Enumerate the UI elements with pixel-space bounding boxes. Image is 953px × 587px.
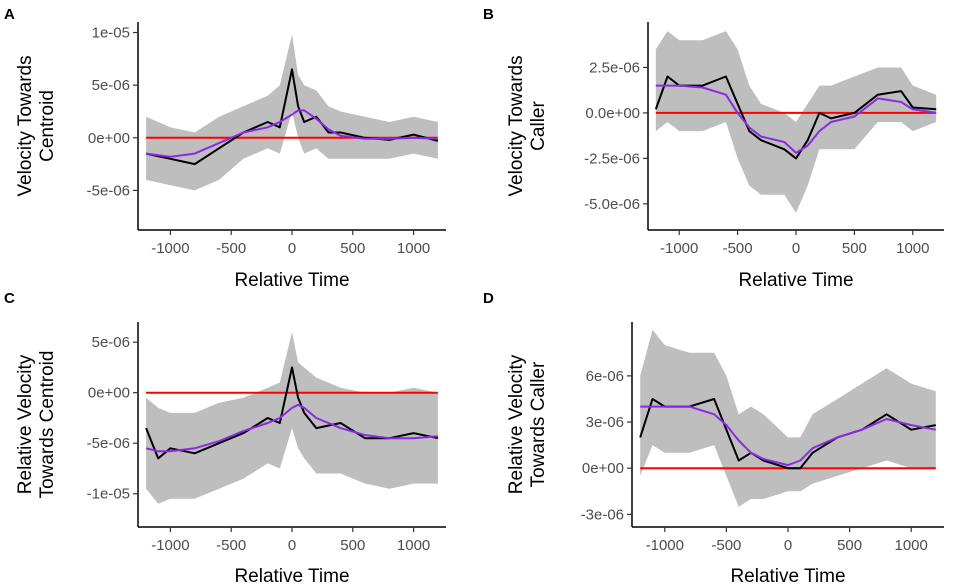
- x-tick-label: -500: [216, 537, 246, 554]
- x-axis-title: Relative Time: [730, 566, 845, 587]
- y-tick-label: 3e-06: [586, 414, 624, 431]
- x-tick-label: 0: [792, 240, 800, 257]
- x-tick-label: -500: [723, 240, 753, 257]
- y-axis-title: Relative VelocityTowards Centroid: [15, 351, 58, 499]
- y-axis-title: Velocity TowardsCentroid: [15, 55, 58, 196]
- x-tick-label: -500: [216, 240, 246, 257]
- confidence-band: [146, 332, 438, 504]
- x-tick-label: 1000: [896, 240, 929, 257]
- y-tick-label: 0.0e+00: [585, 105, 640, 122]
- smoothed-line: [145, 109, 438, 158]
- x-tick-label: -1000: [151, 537, 189, 554]
- panel-b: B -1000 -500 0 500 1000 -5.0e-06 -2.5e-06 0.0e+0…: [483, 6, 944, 291]
- panel-tag: D: [483, 290, 494, 307]
- x-tick-label: 500: [842, 240, 867, 257]
- panel-tag: A: [4, 6, 15, 23]
- smoothed-line: [640, 405, 936, 467]
- y-tick-label: 2.5e-06: [589, 59, 640, 76]
- y-tick-label: 0e+00: [88, 130, 130, 147]
- x-tick-label: 0: [288, 537, 296, 554]
- y-axis-title-line: Towards Caller: [528, 361, 549, 487]
- y-tick-label: -5e-06: [87, 435, 130, 452]
- confidence-band: [146, 34, 438, 191]
- x-tick-label: 500: [340, 537, 365, 554]
- smoothed-line: [655, 84, 937, 154]
- y-axis-title-line: Towards Centroid: [37, 351, 58, 499]
- y-axis-title-line: Relative Velocity: [506, 354, 527, 494]
- y-axis-title-line: Relative Velocity: [15, 354, 36, 494]
- y-axis-title-line: Centroid: [37, 90, 58, 162]
- y-tick-label: 5e-06: [92, 334, 130, 351]
- panel-a: A -1000 -500 0 500 1000 -5e-06 0e+00 5e-06 1e-05 R…: [4, 6, 446, 291]
- confidence-band: [640, 329, 936, 507]
- x-tick-label: 1000: [397, 537, 430, 554]
- observed-line: [654, 75, 937, 160]
- panel-tag: B: [483, 6, 494, 23]
- observed-line: [145, 366, 439, 460]
- y-tick-label: -5e-06: [87, 182, 130, 199]
- x-tick-label: 0: [288, 240, 296, 257]
- y-tick-label: -1e-05: [87, 486, 130, 503]
- panel-d: D -1000 -500 0 500 1000 -3e-06 0e+00 3e-06 6e-06 R…: [483, 290, 944, 587]
- panel-tag: C: [4, 290, 15, 307]
- x-tick-label: -1000: [660, 240, 698, 257]
- y-tick-label: 6e-06: [586, 368, 624, 385]
- x-tick-label: 1000: [895, 537, 928, 554]
- y-axis-title: Relative VelocityTowards Caller: [506, 354, 549, 494]
- x-axis-title: Relative Time: [738, 270, 853, 291]
- smoothed-line: [145, 403, 438, 453]
- y-tick-label: -2.5e-06: [584, 150, 640, 167]
- y-tick-label: 0e+00: [88, 385, 130, 402]
- x-tick-label: 0: [784, 537, 792, 554]
- x-axis-title: Relative Time: [234, 270, 349, 291]
- x-axis-title: Relative Time: [234, 566, 349, 587]
- y-tick-label: -3e-06: [581, 506, 624, 523]
- y-tick-label: 1e-05: [92, 25, 130, 42]
- x-tick-label: 1000: [397, 240, 430, 257]
- x-tick-label: 500: [340, 240, 365, 257]
- x-tick-label: 500: [837, 537, 862, 554]
- x-tick-label: -500: [711, 537, 741, 554]
- y-tick-label: -5.0e-06: [584, 196, 640, 213]
- x-tick-label: -1000: [646, 537, 684, 554]
- x-tick-label: -1000: [151, 240, 189, 257]
- confidence-band: [655, 31, 937, 213]
- y-axis-title-line: Caller: [528, 101, 549, 151]
- panel-c: C -1000 -500 0 500 1000 -1e-05 -5e-06 0e+00 5e-06…: [4, 290, 446, 587]
- y-tick-label: 5e-06: [92, 77, 130, 94]
- y-axis-title-line: Velocity Towards: [506, 55, 527, 196]
- y-axis-title: Velocity TowardsCaller: [506, 55, 549, 196]
- y-axis-title-line: Velocity Towards: [15, 55, 36, 196]
- y-tick-label: 0e+00: [582, 460, 624, 477]
